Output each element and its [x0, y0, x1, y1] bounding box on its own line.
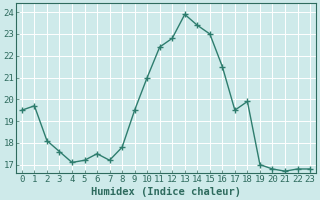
- X-axis label: Humidex (Indice chaleur): Humidex (Indice chaleur): [91, 186, 241, 197]
